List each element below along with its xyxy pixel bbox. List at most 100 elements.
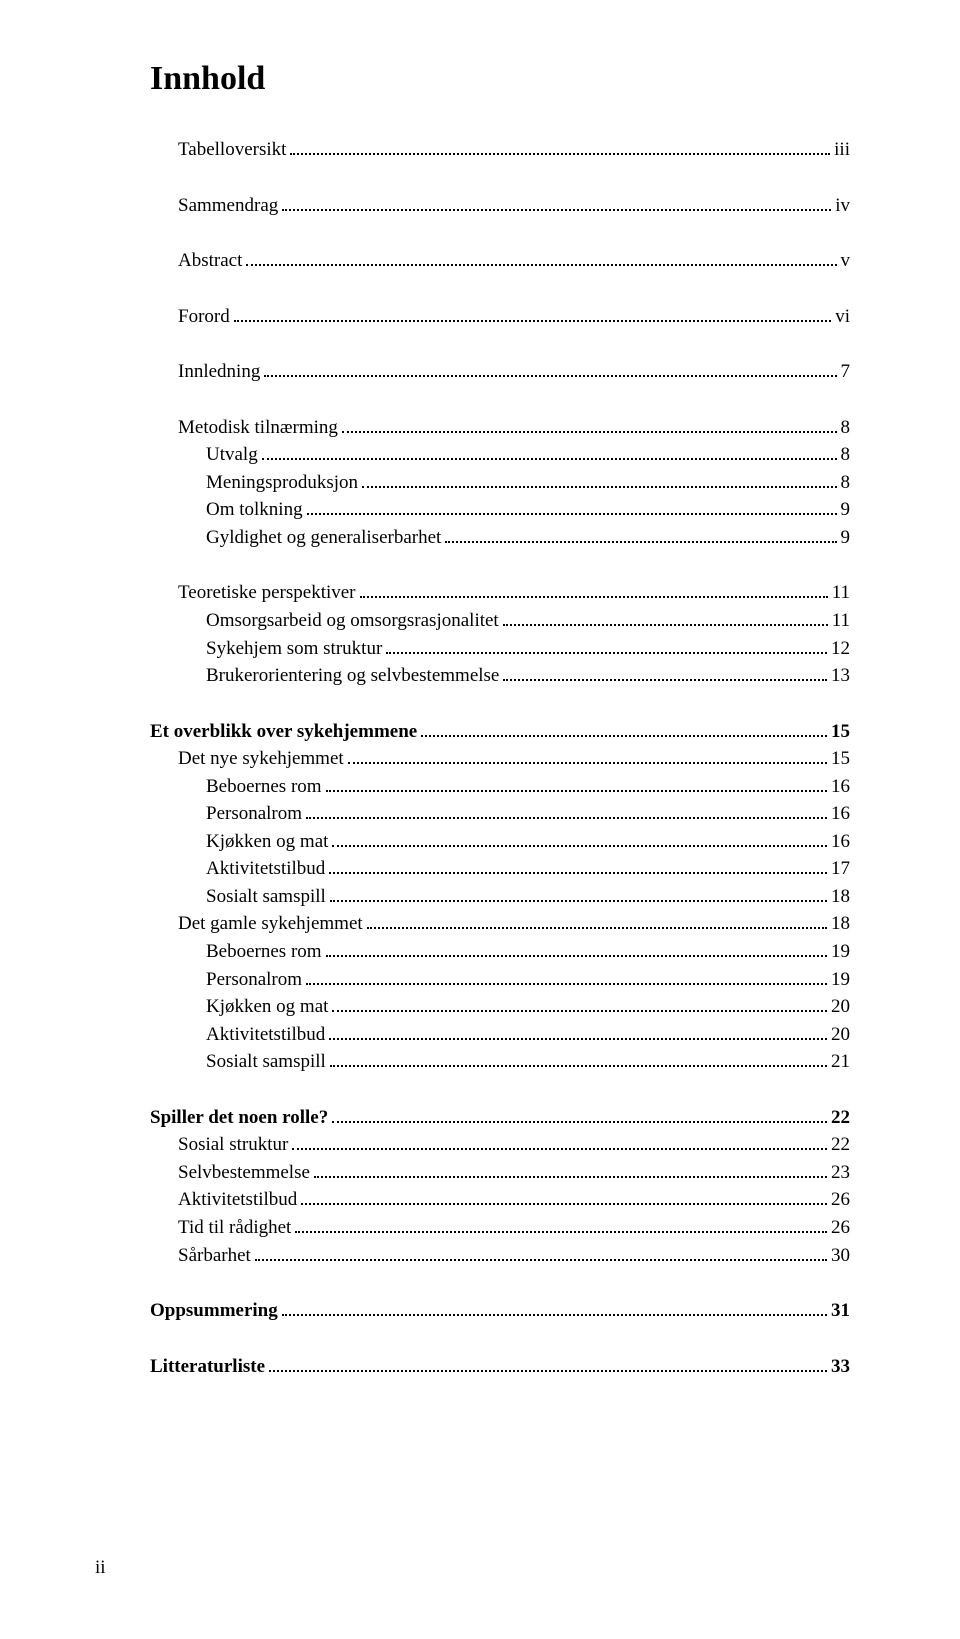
toc-entry-page: 26 (831, 1186, 850, 1214)
toc-dot-leader (329, 856, 827, 874)
toc-entry-page: 22 (831, 1131, 850, 1159)
toc-entry-page: iii (834, 136, 850, 164)
toc-entry-label: Sykehjem som struktur (206, 635, 382, 663)
toc-entry: Omsorgsarbeid og omsorgsrasjonalitet 11 (150, 607, 850, 635)
toc-dot-leader (262, 442, 837, 460)
toc-entry: Sosialt samspill 18 (150, 883, 850, 911)
toc-entry-page: 22 (831, 1104, 850, 1132)
toc-entry-page: 26 (831, 1214, 850, 1242)
toc-entry-page: 11 (832, 579, 850, 607)
toc-entry-page: vi (835, 303, 850, 331)
toc-entry: Sosial struktur 22 (150, 1131, 850, 1159)
toc-dot-leader (290, 137, 830, 155)
page-container: Innhold Tabelloversikt iii Sammendrag iv A… (0, 0, 960, 1639)
toc-entry-label: Selvbestemmelse (178, 1159, 310, 1187)
toc-entry: Forord vi (150, 303, 850, 331)
toc-entry: Brukerorientering og selvbestemmelse 13 (150, 662, 850, 690)
toc-entry-label: Tabelloversikt (178, 136, 286, 164)
toc-dot-leader (360, 580, 828, 598)
toc-title: Innhold (150, 60, 850, 98)
toc-dot-leader (367, 911, 827, 929)
toc-entry: Sammendrag iv (150, 192, 850, 220)
toc-dot-leader (269, 1353, 827, 1371)
toc-entry: Aktivitetstilbud 20 (150, 1021, 850, 1049)
toc-entry: Det nye sykehjemmet 15 (150, 745, 850, 773)
toc-dot-leader (326, 774, 827, 792)
toc-entry: Kjøkken og mat 20 (150, 993, 850, 1021)
toc-entry-label: Kjøkken og mat (206, 828, 328, 856)
toc-dot-leader (332, 829, 827, 847)
toc-entry-page: 17 (831, 855, 850, 883)
toc-dot-leader (326, 939, 827, 957)
toc-entry: Litteraturliste 33 (150, 1353, 850, 1381)
toc-entry-page: 8 (841, 469, 851, 497)
toc-entry-page: iv (835, 192, 850, 220)
toc-entry-page: 16 (831, 828, 850, 856)
toc-entry-page: 16 (831, 800, 850, 828)
toc-entry-label: Tid til rådighet (178, 1214, 291, 1242)
toc-entry-page: 19 (831, 938, 850, 966)
toc-entry: Spiller det noen rolle? 22 (150, 1104, 850, 1132)
toc-entry: Beboernes rom 16 (150, 773, 850, 801)
toc-entry-label: Utvalg (206, 441, 258, 469)
toc-dot-leader (282, 1298, 827, 1316)
toc-dot-leader (445, 525, 836, 543)
toc-entry-page: 13 (831, 662, 850, 690)
toc-entry-page: 21 (831, 1048, 850, 1076)
toc-entry-label: Sosialt samspill (206, 1048, 326, 1076)
toc-entry-label: Meningsproduksjon (206, 469, 358, 497)
toc-entry: Personalrom 19 (150, 966, 850, 994)
toc-entry: Aktivitetstilbud 17 (150, 855, 850, 883)
toc-entry-label: Gyldighet og generaliserbarhet (206, 524, 441, 552)
toc-entry-page: 19 (831, 966, 850, 994)
toc-entry: Metodisk tilnærming 8 (150, 414, 850, 442)
toc-entry: Det gamle sykehjemmet 18 (150, 910, 850, 938)
toc-entry: Personalrom 16 (150, 800, 850, 828)
toc-dot-leader (503, 663, 827, 681)
toc-entry-label: Forord (178, 303, 230, 331)
toc-entry-label: Aktivitetstilbud (206, 1021, 325, 1049)
toc-dot-leader (329, 1022, 827, 1040)
toc-entry-label: Omsorgsarbeid og omsorgsrasjonalitet (206, 607, 499, 635)
toc-entry-page: 23 (831, 1159, 850, 1187)
toc-entry-label: Innledning (178, 358, 260, 386)
toc-entry-label: Personalrom (206, 966, 302, 994)
toc-body: Tabelloversikt iii Sammendrag iv Abstract … (150, 136, 850, 1380)
page-number-footer: ii (95, 1557, 106, 1579)
toc-entry: Utvalg 8 (150, 441, 850, 469)
toc-entry: Abstract v (150, 247, 850, 275)
toc-entry: Gyldighet og generaliserbarhet 9 (150, 524, 850, 552)
toc-entry-label: Det gamle sykehjemmet (178, 910, 363, 938)
toc-entry: Sykehjem som struktur 12 (150, 635, 850, 663)
toc-entry-label: Metodisk tilnærming (178, 414, 338, 442)
toc-entry-label: Kjøkken og mat (206, 993, 328, 1021)
toc-entry-page: 16 (831, 773, 850, 801)
toc-entry: Om tolkning 9 (150, 496, 850, 524)
toc-entry-label: Et overblikk over sykehjemmene (150, 718, 417, 746)
toc-entry-page: 30 (831, 1242, 850, 1270)
toc-entry-page: 20 (831, 993, 850, 1021)
toc-entry-page: 18 (831, 910, 850, 938)
toc-dot-leader (307, 497, 837, 515)
toc-entry-label: Sårbarhet (178, 1242, 251, 1270)
toc-dot-leader (362, 470, 837, 488)
toc-entry-label: Beboernes rom (206, 773, 322, 801)
toc-entry: Sosialt samspill 21 (150, 1048, 850, 1076)
toc-dot-leader (332, 994, 827, 1012)
toc-dot-leader (292, 1132, 827, 1150)
toc-entry-label: Teoretiske perspektiver (178, 579, 356, 607)
toc-entry-label: Aktivitetstilbud (178, 1186, 297, 1214)
toc-dot-leader (246, 248, 836, 266)
toc-entry: Tid til rådighet 26 (150, 1214, 850, 1242)
toc-dot-leader (386, 635, 827, 653)
toc-dot-leader (295, 1215, 827, 1233)
toc-entry-label: Det nye sykehjemmet (178, 745, 344, 773)
toc-dot-leader (264, 359, 836, 377)
toc-entry-label: Brukerorientering og selvbestemmelse (206, 662, 499, 690)
toc-dot-leader (342, 415, 837, 433)
toc-entry-label: Abstract (178, 247, 242, 275)
toc-entry-label: Aktivitetstilbud (206, 855, 325, 883)
toc-entry-label: Oppsummering (150, 1297, 278, 1325)
toc-dot-leader (503, 608, 828, 626)
toc-entry-label: Personalrom (206, 800, 302, 828)
